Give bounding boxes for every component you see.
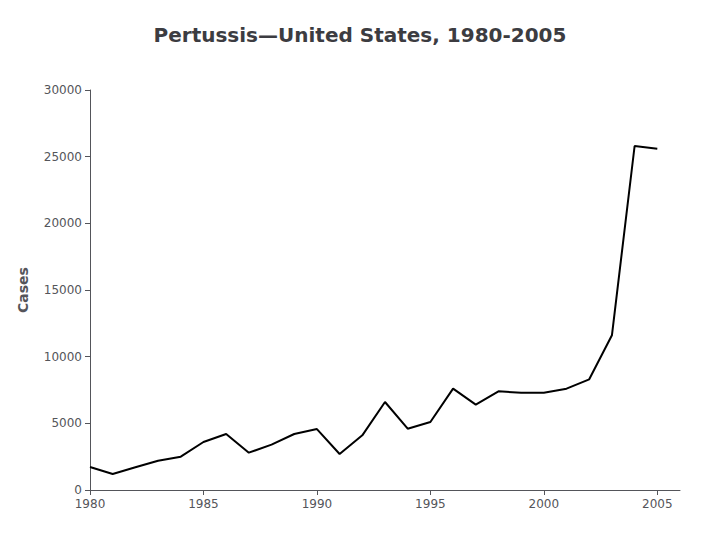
svg-text:1985: 1985	[188, 497, 219, 511]
svg-text:5000: 5000	[51, 416, 82, 430]
svg-text:20000: 20000	[44, 216, 82, 230]
svg-text:25000: 25000	[44, 150, 82, 164]
svg-text:1995: 1995	[415, 497, 446, 511]
svg-text:1980: 1980	[75, 497, 106, 511]
svg-text:15000: 15000	[44, 283, 82, 297]
svg-text:Cases: Cases	[15, 267, 31, 313]
svg-text:1990: 1990	[302, 497, 333, 511]
svg-text:0: 0	[74, 483, 82, 497]
svg-text:2005: 2005	[642, 497, 673, 511]
svg-text:10000: 10000	[44, 350, 82, 364]
svg-text:30000: 30000	[44, 83, 82, 97]
svg-text:2000: 2000	[529, 497, 560, 511]
svg-text:Pertussis—United States, 1980-: Pertussis—United States, 1980-2005	[154, 23, 567, 47]
